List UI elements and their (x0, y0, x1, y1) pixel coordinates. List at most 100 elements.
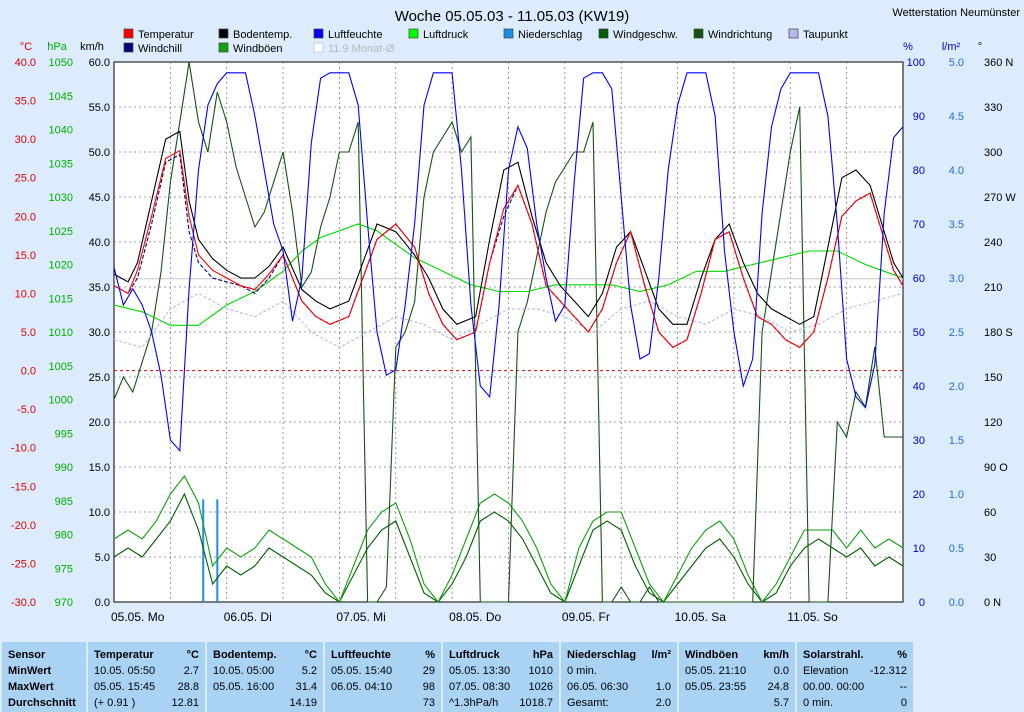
dir-tick-label: 360 N (984, 57, 1013, 69)
legend-label: Bodentemp. (233, 29, 292, 41)
stats-row: 5.7 (685, 695, 789, 711)
stats-cell-label: 05.05. 15:40 (331, 665, 393, 677)
wind-tick-label: 40.0 (89, 237, 110, 249)
dir-tick-label: 240 (984, 237, 1002, 249)
stats-header-title: Solarstrahl. (803, 649, 864, 661)
stats-cell-value: 28.8 (177, 681, 199, 693)
press-tick-label: 1000 (49, 395, 73, 407)
stats-header: Niederschlag l/m² (567, 647, 671, 663)
series-line-taupunkt (113, 292, 904, 349)
stats-row: 14.19 (213, 695, 317, 711)
dir-tick-label: 0 N (984, 597, 1001, 609)
hum-tick-label: 30 (913, 435, 925, 447)
series-line-luftfeuchte (113, 72, 904, 453)
stats-row: Gesamt: 2.0 (567, 695, 671, 711)
x-tick-label: 06.05. Di (224, 610, 272, 624)
stats-header: Bodentemp. °C (213, 647, 317, 663)
stats-cell-label: 05.05. 21:10 (685, 665, 747, 677)
hum-tick-label: 40 (913, 381, 925, 393)
stats-header-title: Bodentemp. (213, 649, 277, 661)
wind-tick-label: 10.0 (89, 507, 110, 519)
stats-header-unit: l/m² (651, 649, 671, 661)
dir-tick-label: 120 (984, 417, 1002, 429)
legend-label: Luftfeuchte (328, 29, 382, 41)
legend-label: Taupunkt (803, 29, 848, 41)
legend-label: Windgeschw. (613, 29, 678, 41)
legend-label: Niederschlag (518, 29, 582, 41)
press-tick-label: 1020 (49, 260, 73, 272)
dir-tick-label: 150 (984, 372, 1002, 384)
wind-tick-label: 35.0 (89, 282, 110, 294)
wind-tick-label: 20.0 (89, 417, 110, 429)
stats-cell-value: 73 (422, 697, 435, 709)
temp-tick-label: -30.0 (11, 597, 36, 609)
stats-row: 0 min. 0 (803, 695, 907, 711)
precip-tick-label: 2.0 (949, 381, 964, 393)
press-tick-label: 1030 (49, 192, 73, 204)
stats-row: 05.05. 13:30 1010 (449, 663, 553, 679)
legend-swatch (313, 28, 324, 39)
temp-tick-label: 25.0 (15, 173, 36, 185)
precip-tick-label: 4.5 (949, 111, 964, 123)
stats-cell-value: 0.0 (773, 665, 789, 677)
stats-cell-value: 1.0 (655, 681, 671, 693)
axis-units: °C hPa km/h% l/m² ° (20, 41, 982, 53)
statistics-table: Sensor MinWert MaxWert Durchschnitt Temperat… (0, 640, 1024, 712)
stats-cell-label: 06.05. 04:10 (331, 681, 393, 693)
series-line-bodentemp (113, 130, 904, 325)
station-name: Wetterstation Neumünster (892, 7, 1020, 19)
unit-temp: °C (20, 41, 32, 53)
hum-tick-label: 90 (913, 111, 925, 123)
stats-row: 10.05. 05:00 5.2 (213, 663, 317, 679)
stats-row: 73 (331, 695, 435, 711)
stats-cell-value: 0 (900, 697, 907, 709)
stats-cell-label: Gesamt: (567, 697, 609, 709)
dir-tick-label: 270 W (984, 192, 1016, 204)
legend-swatch (788, 28, 799, 39)
hum-tick-label: 20 (913, 489, 925, 501)
series-line-temperatur (113, 149, 904, 349)
legend-swatch (123, 28, 134, 39)
x-tick-label: 10.05. Sa (675, 610, 727, 624)
hum-tick-label: 70 (913, 219, 925, 231)
stats-cell-label: 05.05. 15:45 (94, 681, 156, 693)
stats-header: Temperatur °C (94, 647, 199, 663)
weather-chart: Woche 05.05.03 - 11.05.03 (KW19) Wetters… (11, 7, 1020, 624)
series-line-windrichtung (113, 61, 903, 603)
stats-cell-label: 10.05. 05:50 (94, 665, 156, 677)
stats-column: Luftfeuchte% 05.05. 15:40 29 06.05. 04:10 98… (325, 642, 441, 712)
temp-tick-label: -10.0 (11, 443, 36, 455)
temp-tick-label: 10.0 (15, 288, 36, 300)
stats-cell-label: 05.05. 16:00 (213, 681, 275, 693)
legend-label: Luftdruck (423, 29, 469, 41)
stats-row: 05.05. 21:10 0.0 (685, 663, 789, 679)
stats-header-unit: °C (186, 649, 199, 661)
stats-cell-value: 5.2 (301, 665, 317, 677)
precip-tick-label: 3.0 (949, 273, 964, 285)
stats-row: 05.05. 23:55 24.8 (685, 679, 789, 695)
legend-swatch (313, 42, 324, 53)
unit-press: hPa (47, 41, 67, 53)
unit-hum: % (903, 41, 913, 53)
stats-cell-value: 24.8 (767, 681, 789, 693)
stats-cell-value: -12.312 (869, 665, 907, 677)
stats-header-unit: °C (304, 649, 317, 661)
temp-tick-label: 5.0 (21, 327, 36, 339)
temp-tick-label: 35.0 (15, 96, 36, 108)
legend-label: 11.9 Monat-Ø (328, 43, 395, 55)
temp-tick-label: 30.0 (15, 134, 36, 146)
stats-column: Niederschlag l/m² 0 min. 06.05. 06:30 1.0 Ges… (561, 642, 677, 712)
stats-column: Luftdruck hPa 05.05. 13:30 1010 07.05. 08:30… (443, 642, 559, 712)
wind-tick-label: 15.0 (89, 462, 110, 474)
stats-cell-value: 12.81 (171, 697, 199, 709)
hum-tick-label: 0 (919, 597, 925, 609)
stats-column: Bodentemp. °C 10.05. 05:00 5.2 05.05. 16:00 3… (207, 642, 323, 712)
precip-tick-label: 4.0 (949, 165, 964, 177)
temp-tick-label: 20.0 (15, 211, 36, 223)
temp-tick-label: 15.0 (15, 250, 36, 262)
legend-swatch (693, 28, 704, 39)
press-tick-label: 995 (55, 428, 73, 440)
stats-cell-label: Elevation (803, 665, 849, 677)
stats-header-unit: % (425, 649, 435, 661)
hum-tick-label: 80 (913, 165, 925, 177)
